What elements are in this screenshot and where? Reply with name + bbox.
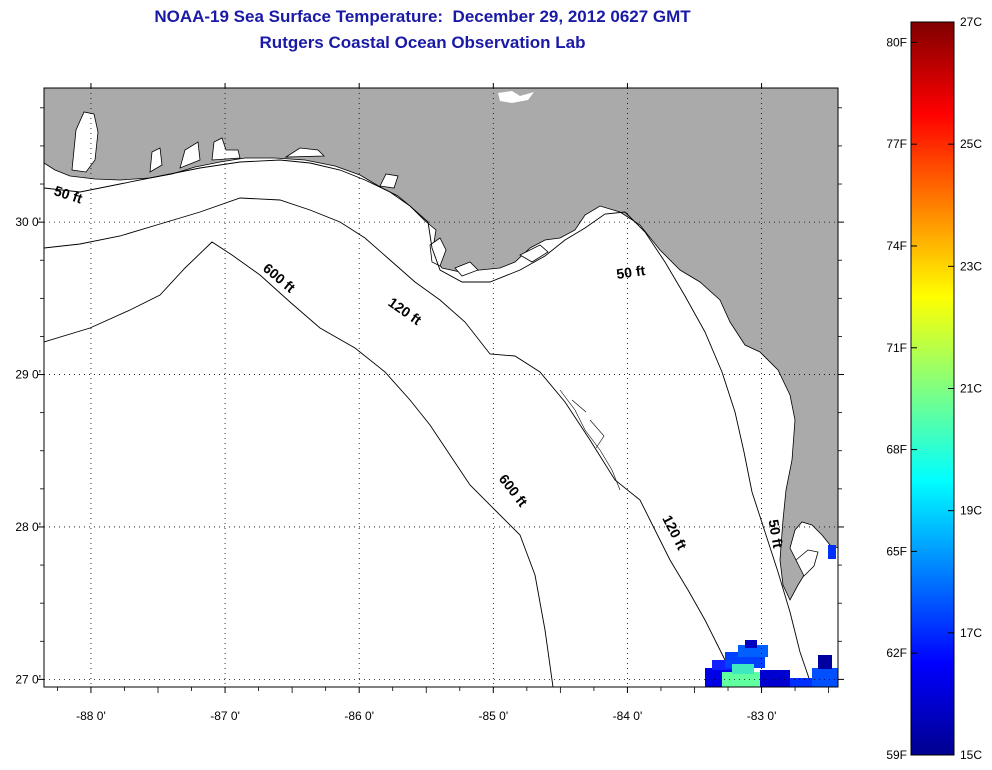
lon-tick-label: -87 0'	[210, 709, 240, 723]
lon-tick-label: -88 0'	[76, 709, 106, 723]
colorbar-celsius-scale: 27C 25C 23C 21C 19C 17C 15C	[948, 15, 982, 762]
colorbar-c-label: 19C	[960, 504, 982, 518]
colorbar-f-label: 59F	[886, 748, 907, 762]
chart-title-block: NOAA-19 Sea Surface Temperature: Decembe…	[0, 4, 845, 56]
colorbar-f-label: 62F	[886, 646, 907, 660]
colorbar-c-label: 21C	[960, 382, 982, 396]
colorbar-fahrenheit-scale: 80F 77F 74F 71F 68F 65F 62F 59F	[886, 35, 917, 762]
colorbar-f-label: 65F	[886, 544, 907, 558]
colorbar-c-label: 15C	[960, 748, 982, 762]
contour-600ft	[44, 241, 554, 687]
bay-cutouts	[71, 111, 549, 277]
lon-tick-label: -85 0'	[478, 709, 508, 723]
lon-tick-label: -83 0'	[747, 709, 777, 723]
contour-120ft	[44, 197, 736, 681]
colorbar-gradient	[910, 21, 955, 756]
colorbar-f-label: 68F	[886, 443, 907, 457]
tampa-bay	[795, 549, 819, 577]
contour-label: 50 ft	[765, 518, 786, 549]
lat-tick-label: 28 0'	[15, 520, 41, 534]
colorbar-c-label: 25C	[960, 137, 982, 151]
title-line-1: NOAA-19 Sea Surface Temperature: Decembe…	[154, 7, 691, 26]
colorbar-c-label: 27C	[960, 15, 982, 29]
colorbar-c-label: 17C	[960, 626, 982, 640]
map-frame	[43, 87, 839, 688]
colorbar-c-label: 23C	[960, 259, 982, 273]
lat-tick-label: 30 0'	[15, 215, 41, 229]
contour-label: 50 ft	[615, 262, 646, 282]
map-panel: -88 0' -87 0' -86 0' -85 0' -84 0' -83 0' 30 0…	[15, 83, 844, 723]
axis-ticks: -88 0' -87 0' -86 0' -85 0' -84 0' -83 0' 30 0…	[15, 83, 844, 723]
colorbar-f-label: 71F	[886, 341, 907, 355]
inland-lake	[498, 91, 534, 103]
lat-tick-label: 27 0'	[15, 672, 41, 686]
contour-50ft-west	[44, 159, 813, 687]
lat-tick-label: 29 0'	[15, 368, 41, 382]
lon-tick-label: -84 0'	[613, 709, 643, 723]
colorbar-f-label: 80F	[886, 35, 907, 49]
title-line-2: Rutgers Coastal Ocean Observation Lab	[259, 33, 586, 52]
colorbar-f-label: 74F	[886, 239, 907, 253]
shelf-edge-detail	[559, 389, 621, 491]
lon-tick-label: -86 0'	[344, 709, 374, 723]
sst-data-patch	[705, 545, 838, 687]
temperature-colorbar: 80F 77F 74F 71F 68F 65F 62F 59F 27C 25C 23C 21C 19C…	[886, 15, 982, 762]
colorbar-f-label: 77F	[886, 137, 907, 151]
